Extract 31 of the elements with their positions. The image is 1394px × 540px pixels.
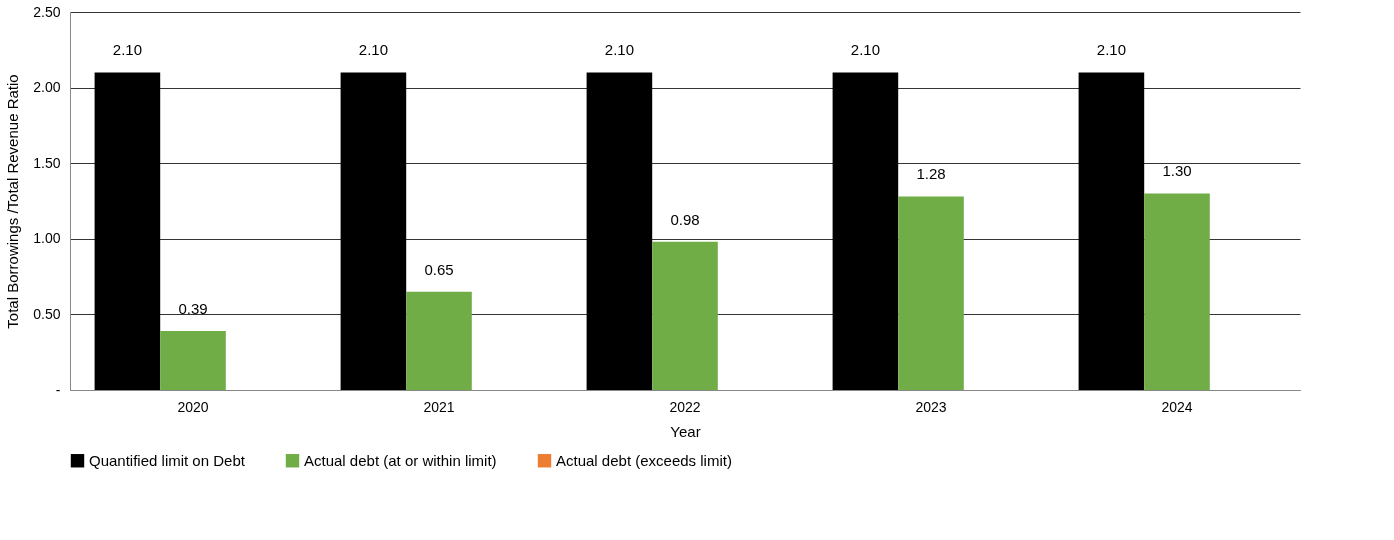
y-tick-label: 2.00 — [33, 79, 61, 96]
bar — [898, 196, 964, 390]
legend-label: Actual debt (exceeds limit) — [556, 451, 732, 469]
x-tick-label: 2021 — [423, 398, 455, 415]
data-label: 0.39 — [178, 300, 208, 318]
bar — [652, 241, 718, 390]
bar — [160, 331, 226, 390]
data-label: 1.28 — [916, 165, 946, 183]
x-axis-title: Year — [670, 422, 701, 440]
data-label: 1.30 — [1162, 162, 1192, 180]
x-tick-label: 2024 — [1161, 398, 1193, 415]
data-label: 2.10 — [112, 41, 142, 59]
y-axis-title: Total Borrowings /Total Revenue Ratio — [4, 74, 22, 329]
data-label: 0.65 — [424, 260, 454, 278]
x-tick-label: 2023 — [915, 398, 947, 415]
x-tick-label: 2020 — [177, 398, 209, 415]
y-tick-label: 2.50 — [33, 3, 61, 20]
data-label: 2.10 — [850, 41, 880, 59]
data-label: 2.10 — [1096, 41, 1126, 59]
legend-label: Quantified limit on Debt — [89, 451, 246, 469]
data-label: 2.10 — [604, 41, 634, 59]
x-tick-label: 2022 — [669, 398, 701, 415]
bar — [1144, 193, 1210, 390]
legend-label: Actual debt (at or within limit) — [304, 451, 497, 469]
bar — [406, 291, 472, 390]
y-tick-label: 0.50 — [33, 305, 61, 322]
data-label: 2.10 — [358, 41, 388, 59]
y-tick-label: 1.50 — [33, 154, 61, 171]
y-tick-label: - — [55, 381, 61, 398]
data-label: 0.98 — [670, 210, 700, 228]
y-tick-label: 1.00 — [33, 230, 61, 247]
